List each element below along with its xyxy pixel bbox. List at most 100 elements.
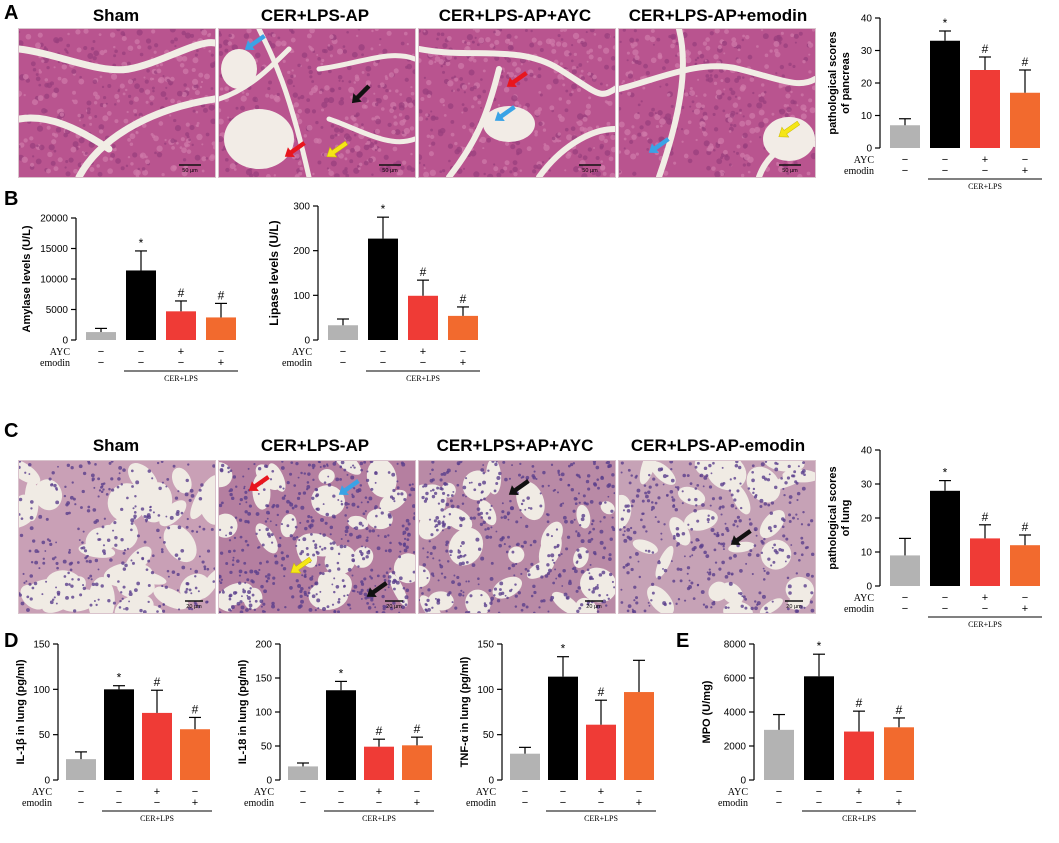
acinar-cell — [406, 96, 413, 104]
cell-nucleus — [299, 521, 302, 524]
cell-nucleus — [478, 482, 482, 487]
acinar-cell — [174, 139, 177, 143]
alveolar-space — [379, 489, 408, 512]
cell-nucleus — [331, 583, 334, 586]
cell-nucleus — [398, 576, 403, 581]
cell-nucleus — [508, 545, 511, 548]
cell-nucleus — [319, 466, 322, 469]
acinar-cell — [723, 88, 726, 91]
cell-nucleus — [711, 497, 715, 501]
cell-nucleus — [655, 483, 659, 487]
acinar-cell — [219, 108, 222, 113]
acinar-cell — [434, 60, 437, 64]
acinar-cell — [807, 42, 814, 48]
cell-nucleus — [756, 553, 760, 558]
acinar-cell — [292, 92, 298, 98]
cell-nucleus — [560, 552, 563, 556]
cell-nucleus — [274, 560, 279, 565]
acinar-cell — [580, 40, 584, 45]
cell-nucleus — [94, 463, 97, 466]
cell-nucleus — [561, 585, 564, 587]
acinar-cell — [337, 74, 343, 80]
acinar-cell — [330, 124, 335, 128]
cell-nucleus — [44, 550, 47, 552]
cell-nucleus — [504, 594, 507, 597]
cell-nucleus — [442, 471, 447, 476]
cell-nucleus — [703, 466, 708, 471]
cell-nucleus — [284, 605, 287, 609]
chart-tnfa: 0 50 100 150 TNF-α in lung (pg/ml) * # AYC emodi… — [454, 630, 670, 838]
black-arrow-icon — [508, 479, 530, 496]
cell-nucleus — [381, 594, 385, 599]
cell-nucleus — [550, 463, 554, 466]
cell-nucleus — [286, 499, 290, 504]
acinar-cell — [737, 96, 741, 100]
cell-nucleus — [312, 539, 315, 543]
cell-nucleus — [483, 497, 486, 501]
cell-nucleus — [308, 607, 313, 612]
cell-nucleus — [229, 469, 233, 473]
acinar-cell — [309, 91, 314, 96]
cell-nucleus — [675, 602, 678, 605]
acinar-cell — [439, 98, 445, 104]
acinar-cell — [687, 120, 692, 125]
acinar-cell — [570, 126, 576, 132]
cell-nucleus — [672, 504, 676, 508]
acinar-cell — [382, 48, 388, 54]
y-tick-label: 10 — [861, 548, 873, 559]
bar — [624, 692, 654, 780]
cell-nucleus — [314, 543, 318, 547]
cell-nucleus — [401, 605, 405, 610]
cell-nucleus — [244, 490, 248, 494]
acinar-cell — [245, 92, 250, 96]
cell-nucleus — [645, 530, 648, 533]
acinar-cell — [202, 107, 208, 113]
acinar-cell — [794, 41, 797, 44]
cell-nucleus — [33, 581, 38, 586]
acinar-cell — [423, 167, 426, 170]
acinar-cell — [201, 156, 207, 162]
acinar-cell — [114, 93, 120, 99]
cell-nucleus — [203, 565, 207, 569]
cell-nucleus — [407, 532, 411, 537]
alveolar-space — [19, 461, 41, 485]
acinar-cell — [277, 36, 281, 40]
acinar-cell — [109, 157, 113, 161]
cell-nucleus — [722, 548, 725, 551]
cell-nucleus — [785, 537, 789, 541]
acinar-cell — [361, 70, 365, 74]
cell-nucleus — [718, 507, 722, 510]
cell-nucleus — [248, 607, 252, 611]
acinar-cell — [98, 33, 102, 37]
acinar-cell — [802, 107, 806, 111]
cell-nucleus — [319, 532, 322, 535]
cell-nucleus — [221, 501, 224, 505]
cell-nucleus — [783, 493, 786, 497]
cell-nucleus — [788, 501, 792, 504]
acinar-cell — [194, 53, 198, 57]
ayc-sign: + — [420, 346, 426, 358]
acinar-cell — [82, 123, 86, 127]
cell-nucleus — [570, 520, 574, 524]
acinar-cell — [662, 66, 666, 70]
cell-nucleus — [380, 511, 384, 515]
acinar-cell — [537, 74, 542, 79]
acinar-cell — [593, 33, 597, 36]
acinar-cell — [466, 41, 471, 46]
cell-nucleus — [485, 512, 489, 515]
cell-nucleus — [130, 559, 133, 562]
cell-nucleus — [363, 592, 368, 597]
alveolar-space — [759, 598, 783, 613]
acinar-cell — [330, 160, 337, 167]
acinar-cell — [404, 77, 409, 82]
bar — [126, 270, 156, 340]
acinar-cell — [572, 32, 580, 40]
significance-star: * — [117, 671, 122, 685]
alveolar-space — [655, 545, 674, 579]
cell-nucleus — [643, 484, 647, 487]
cell-nucleus — [289, 534, 293, 538]
cell-nucleus — [368, 529, 372, 533]
alveolar-space — [551, 591, 581, 613]
group-label: CER+LPS — [164, 374, 198, 383]
cell-nucleus — [321, 572, 325, 576]
